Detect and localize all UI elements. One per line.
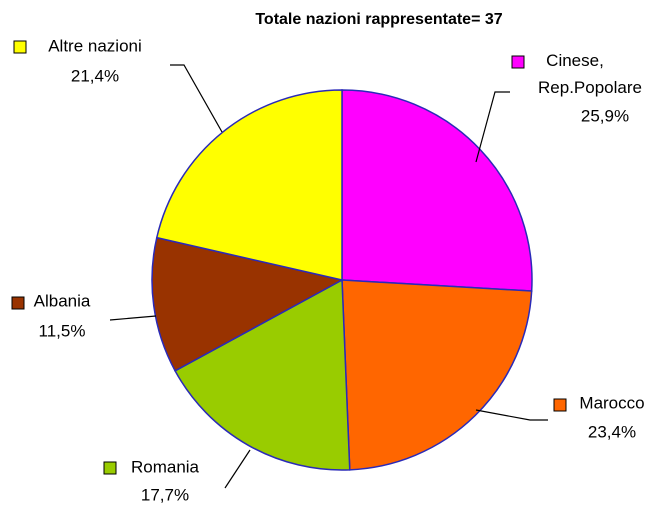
legend-swatch <box>511 55 525 69</box>
leader-line <box>224 449 251 489</box>
slice-value: 23,4% <box>588 422 636 441</box>
slice-value: 17,7% <box>141 485 189 504</box>
leader-line <box>170 64 223 133</box>
pie-slice <box>151 236 345 372</box>
pie-slice <box>341 89 533 292</box>
slice-value: 25,9% <box>581 106 629 125</box>
legend-swatch <box>103 461 117 475</box>
slice-label: Altre nazioni <box>48 36 142 55</box>
chart-title: Totale nazioni rappresentate= 37 <box>255 11 502 28</box>
slice-label: Romania <box>131 457 200 476</box>
legend-swatch <box>553 398 567 412</box>
pie-slice <box>155 89 343 281</box>
slice-value: 11,5% <box>39 321 86 340</box>
pie-slice <box>174 278 351 471</box>
leader-line <box>109 315 157 321</box>
slice-value: 21,4% <box>71 66 119 85</box>
leader-line <box>475 91 510 163</box>
slice-label: Albania <box>34 291 91 310</box>
legend-swatch <box>13 40 27 54</box>
pie-slice <box>341 279 533 471</box>
leader-line <box>475 409 548 421</box>
slice-label: Cinese, Rep.Popolare <box>538 51 642 97</box>
legend-swatch <box>11 296 25 310</box>
slice-label: Marocco <box>579 393 644 412</box>
